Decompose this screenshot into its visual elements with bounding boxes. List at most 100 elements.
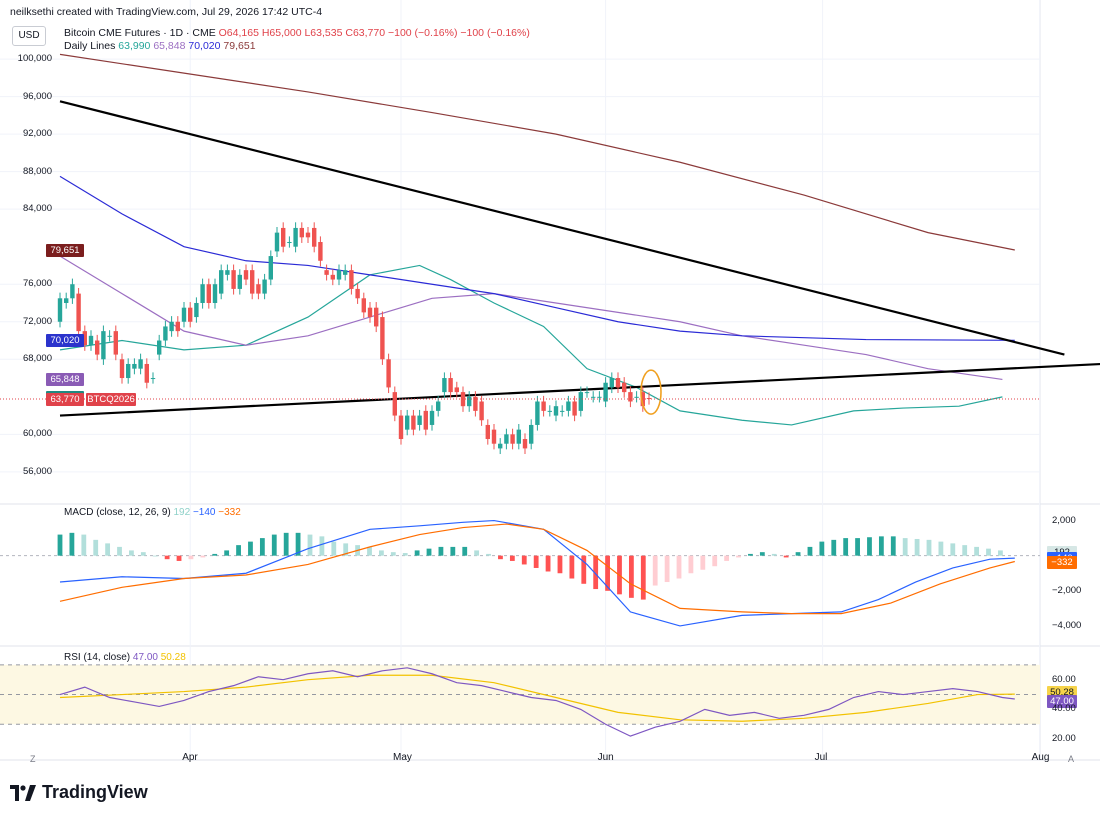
macd-histogram-bar[interactable] — [259, 538, 265, 556]
macd-histogram-bar[interactable] — [152, 555, 158, 557]
macd-histogram-bar[interactable] — [950, 543, 956, 556]
macd-histogram-bar[interactable] — [212, 553, 218, 556]
macd-histogram-bar[interactable] — [902, 538, 908, 556]
candle-body[interactable] — [343, 270, 348, 275]
candle-body[interactable] — [64, 298, 69, 303]
highlight-ellipse[interactable] — [640, 369, 662, 415]
macd-histogram-bar[interactable] — [486, 553, 491, 556]
rsi-ma-line[interactable] — [59, 674, 1015, 722]
candle-body[interactable] — [609, 378, 614, 388]
candle-body[interactable] — [318, 242, 323, 261]
candle-body[interactable] — [560, 410, 565, 412]
candle-body[interactable] — [355, 288, 360, 299]
macd-histogram-bar[interactable] — [855, 538, 860, 556]
rsi-tick-label[interactable]: 60.00 — [1052, 673, 1076, 685]
candle-body[interactable] — [529, 424, 534, 444]
currency-button[interactable]: USD — [12, 26, 46, 46]
candle-body[interactable] — [268, 256, 273, 280]
candle-body[interactable] — [262, 279, 267, 294]
candle-body[interactable] — [237, 274, 242, 289]
macd-histogram-bar[interactable] — [878, 536, 884, 556]
macd-histogram-bar[interactable] — [926, 539, 932, 556]
macd-histogram-bar[interactable] — [581, 555, 587, 584]
candle-body[interactable] — [615, 378, 621, 388]
macd-line[interactable] — [59, 519, 1015, 627]
candle-body[interactable] — [578, 392, 583, 411]
macd-tick-label[interactable]: 2,000 — [1052, 514, 1076, 526]
candle-body[interactable] — [597, 396, 602, 398]
price-tick-label[interactable]: 68,000 — [22, 353, 52, 365]
macd-histogram-bar[interactable] — [319, 536, 325, 556]
time-tick-label[interactable]: Apr — [182, 752, 198, 763]
candle-body[interactable] — [299, 227, 304, 238]
rsi-tick-label[interactable]: 20.00 — [1052, 733, 1076, 745]
candle-body[interactable] — [535, 401, 540, 425]
candle-body[interactable] — [57, 298, 63, 322]
candle-body[interactable] — [417, 415, 422, 425]
candle-body[interactable] — [603, 382, 608, 402]
macd-histogram-bar[interactable] — [831, 539, 837, 556]
candle-body[interactable] — [256, 284, 261, 294]
candle-body[interactable] — [312, 227, 317, 247]
macd-histogram-bar[interactable] — [998, 550, 1003, 556]
macd-histogram-bar[interactable] — [688, 555, 694, 574]
candle-body[interactable] — [429, 410, 435, 425]
macd-histogram-bar[interactable] — [474, 550, 480, 556]
timezone-corner-label[interactable]: Z — [30, 754, 36, 764]
price-tick-label[interactable]: 100,000 — [17, 53, 52, 65]
macd-histogram-bar[interactable] — [867, 537, 872, 556]
candle-body[interactable] — [467, 396, 472, 407]
candle-body[interactable] — [169, 321, 174, 332]
candle-body[interactable] — [628, 392, 633, 402]
macd-histogram-bar[interactable] — [343, 543, 349, 556]
candle-body[interactable] — [584, 392, 590, 394]
macd-histogram-bar[interactable] — [498, 555, 503, 560]
candle-body[interactable] — [150, 378, 156, 380]
candle-body[interactable] — [522, 439, 528, 449]
candle-body[interactable] — [113, 331, 118, 355]
candle-body[interactable] — [126, 363, 131, 379]
candle-body[interactable] — [225, 270, 230, 275]
macd-histogram-bar[interactable] — [771, 553, 777, 556]
macd-histogram-bar[interactable] — [176, 555, 182, 561]
price-tick-label[interactable]: 92,000 — [22, 128, 52, 140]
macd-histogram-bar[interactable] — [700, 555, 706, 570]
candle-body[interactable] — [95, 340, 100, 355]
macd-histogram-bar[interactable] — [105, 543, 111, 556]
macd-histogram-bar[interactable] — [795, 552, 801, 556]
candle-body[interactable] — [510, 434, 515, 444]
candle-body[interactable] — [324, 270, 329, 275]
candle-body[interactable] — [553, 406, 559, 416]
candle-body[interactable] — [336, 270, 342, 280]
descending-trendline[interactable] — [59, 100, 1065, 356]
candle-body[interactable] — [101, 331, 106, 360]
macd-histogram-bar[interactable] — [843, 538, 849, 556]
candle-body[interactable] — [473, 396, 478, 411]
candle-body[interactable] — [138, 359, 143, 369]
candle-body[interactable] — [361, 298, 366, 313]
candle-body[interactable] — [479, 401, 484, 421]
candle-body[interactable] — [442, 378, 447, 393]
candle-body[interactable] — [448, 378, 453, 393]
macd-histogram-bar[interactable] — [390, 552, 396, 556]
candle-body[interactable] — [572, 401, 577, 416]
macd-histogram-bar[interactable] — [140, 552, 146, 556]
candle-body[interactable] — [194, 302, 199, 318]
macd-histogram-bar[interactable] — [569, 555, 575, 579]
macd-histogram-bar[interactable] — [283, 532, 289, 556]
price-tick-label[interactable]: 56,000 — [22, 465, 52, 477]
series-line-3[interactable] — [59, 175, 1015, 341]
time-tick-label[interactable]: Jun — [597, 752, 614, 763]
time-tick-label[interactable]: Jul — [814, 752, 828, 763]
candle-body[interactable] — [491, 429, 497, 444]
macd-histogram-bar[interactable] — [271, 534, 277, 556]
candle-body[interactable] — [132, 363, 137, 369]
macd-histogram-bar[interactable] — [557, 555, 563, 574]
candle-body[interactable] — [349, 270, 354, 289]
candle-body[interactable] — [200, 284, 205, 303]
macd-histogram-bar[interactable] — [628, 555, 634, 598]
macd-signal-line[interactable] — [59, 523, 1015, 615]
candle-body[interactable] — [498, 443, 503, 449]
macd-histogram-bar[interactable] — [129, 550, 134, 556]
legend-indicator-row[interactable]: Daily Lines 63,990 65,848 70,020 79,651 — [64, 40, 256, 52]
